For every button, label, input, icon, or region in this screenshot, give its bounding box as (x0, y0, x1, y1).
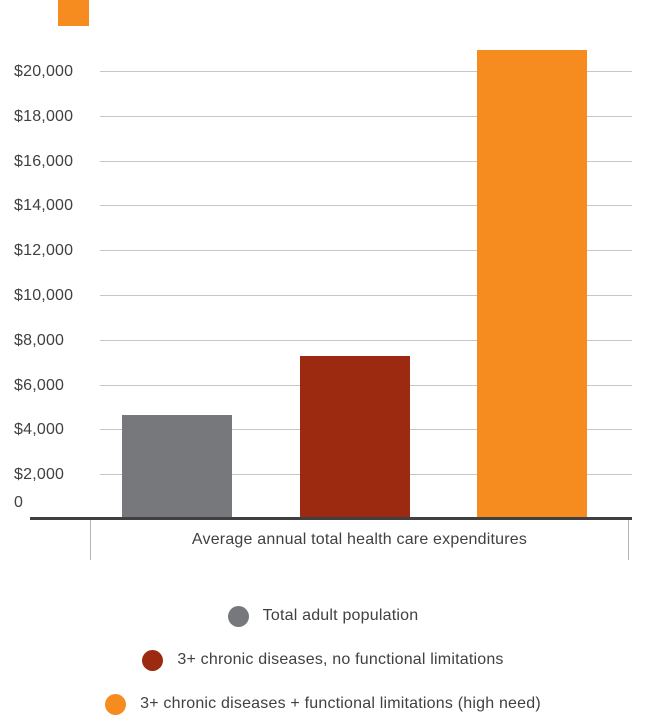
legend-label: 3+ chronic diseases + functional limitat… (140, 695, 541, 712)
legend-item-3: 3+ chronic diseases + functional limitat… (0, 692, 646, 716)
y-tick-label: $2,000 (14, 466, 65, 484)
y-tick-label: $14,000 (14, 197, 74, 215)
bar-2 (299, 356, 410, 520)
legend-swatch-icon (105, 693, 127, 715)
y-tick-label: $4,000 (14, 421, 65, 439)
gridline (100, 295, 632, 296)
y-tick-label: $18,000 (14, 107, 74, 125)
orange-square-decoration (58, 0, 89, 26)
gridline (100, 205, 632, 207)
gridline (100, 115, 632, 117)
gridline (100, 339, 632, 341)
x-axis-line (30, 517, 632, 520)
y-tick-label: $6,000 (14, 376, 65, 394)
legend-swatch-icon (227, 605, 249, 627)
y-tick-label: $16,000 (14, 152, 74, 170)
bar-3 (477, 50, 587, 520)
legend-label: Total adult population (262, 607, 419, 624)
gridline (100, 71, 632, 72)
legend-item-2: 3+ chronic diseases, no functional limit… (0, 648, 646, 672)
y-tick-label: $20,000 (14, 63, 74, 80)
legend-label: 3+ chronic diseases, no functional limit… (177, 651, 504, 668)
x-axis-bracket: Average annual total health care expendi… (90, 520, 629, 560)
legend-item-1: Total adult population (0, 604, 646, 628)
x-axis-label: Average annual total health care expendi… (191, 531, 528, 548)
legend-swatch-icon (142, 649, 164, 671)
y-tick-label: $12,000 (14, 242, 74, 260)
y-tick-label: $8,000 (14, 331, 65, 349)
bar-chart-plot-area: 0 $2,000 $4,000 $6,000 $8,000 $10,000 $12,000 $… (0, 28, 646, 520)
y-tick-label: $10,000 (14, 287, 74, 304)
chart-legend: Total adult population 3+ chronic disease… (0, 604, 646, 716)
gridline (100, 160, 632, 162)
bar-1 (122, 415, 232, 520)
y-tick-label: 0 (14, 494, 24, 511)
gridline (100, 250, 632, 252)
